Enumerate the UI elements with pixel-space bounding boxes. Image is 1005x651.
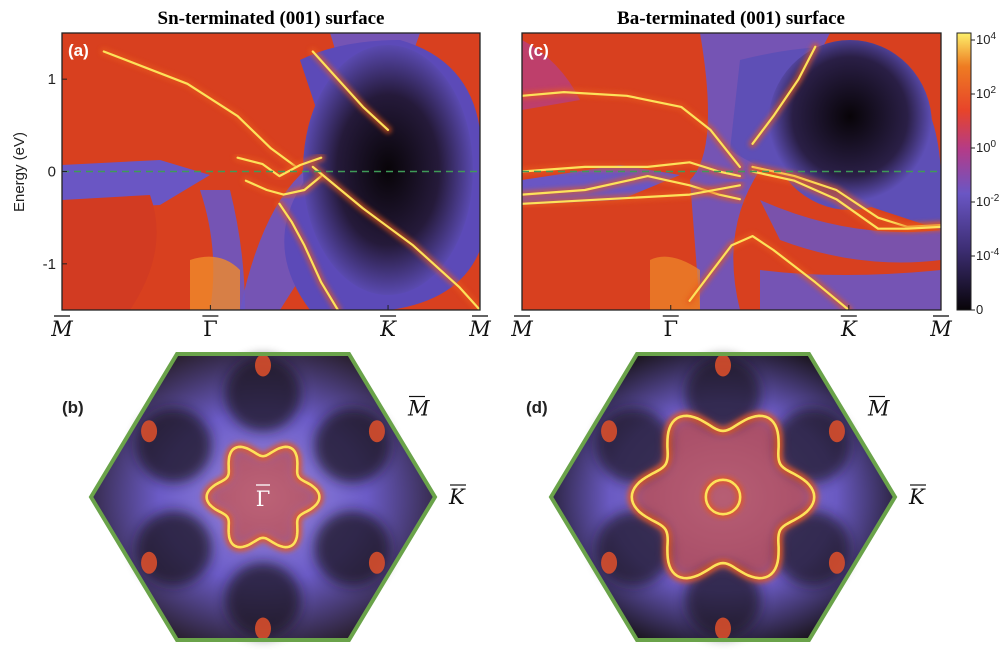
panel-d-dark-lobe-1 bbox=[685, 562, 761, 638]
colorbar-ticks: 104 102 100 10-2 10-4 0 bbox=[971, 31, 1000, 317]
panel-a-x-tick-3: M bbox=[468, 317, 491, 341]
panel-c-band-3 bbox=[522, 184, 741, 205]
y-axis-ticks: 1 0 -1 bbox=[43, 71, 67, 273]
panel-b-label: (b) bbox=[62, 398, 84, 417]
y-tick-label-0: 1 bbox=[48, 71, 56, 88]
panel-b-zone-edge bbox=[88, 352, 438, 642]
panel-b-corner-label-1: K bbox=[448, 485, 466, 509]
panel-d-corner-label-1: K bbox=[908, 485, 926, 509]
panel-a-x-tick-0: M bbox=[50, 317, 73, 341]
colorbar-tick-1: 102 bbox=[976, 85, 996, 101]
panel-d-edge-pocket-3 bbox=[601, 420, 618, 443]
panel-b-dark-lobe-3 bbox=[135, 408, 212, 483]
panel-d-corner-label-0: M bbox=[867, 397, 890, 421]
colorbar-tick-4: 10-4 bbox=[976, 247, 1000, 263]
y-tick-label-2: -1 bbox=[43, 256, 56, 273]
panel-b-contour-fill bbox=[206, 446, 320, 548]
panel-c-x-tick-1: Γ bbox=[663, 317, 678, 341]
panel-d-zone-edge bbox=[548, 352, 898, 642]
panel-d-edge-pocket-5 bbox=[828, 420, 845, 443]
panel-c-band-5 bbox=[751, 170, 941, 230]
panel-c-x-tick-0: M bbox=[510, 317, 533, 341]
panel-b-dark-lobe-2 bbox=[135, 511, 212, 586]
hexagon-k-labels: M K M K bbox=[407, 395, 926, 509]
panel-d-contour bbox=[630, 414, 816, 580]
panel-c-band-1 bbox=[522, 161, 741, 178]
colorbar-tick-0: 104 bbox=[976, 31, 996, 47]
panel-b-contour bbox=[205, 445, 321, 549]
panel-b-edge-pocket-5 bbox=[368, 420, 385, 443]
panel-d-dark-lobe-4 bbox=[685, 356, 761, 432]
panel-a-band-5 bbox=[311, 50, 390, 131]
colorbar-tick-2: 100 bbox=[976, 139, 996, 155]
panel-a-band-2 bbox=[244, 175, 323, 196]
panel-b-edge-pocket-2 bbox=[141, 551, 158, 574]
panel-d-contour-fill bbox=[631, 415, 815, 579]
panel-b-dark-lobe-0 bbox=[314, 511, 391, 586]
panel-d-features bbox=[595, 354, 851, 640]
panel-c-label: (c) bbox=[528, 41, 549, 60]
panel-d-label: (d) bbox=[526, 398, 548, 417]
panel-d-fermi-surface bbox=[548, 352, 898, 642]
panel-c-bands bbox=[522, 42, 941, 310]
panel-c-band-6 bbox=[688, 235, 850, 310]
panel-c-x-tick-3: M bbox=[929, 317, 952, 341]
panel-b-features: Γ bbox=[135, 354, 391, 640]
panel-d-ring bbox=[704, 478, 742, 516]
panel-b-fermi-surface: Γ bbox=[88, 352, 438, 642]
panel-a-bands bbox=[99, 47, 480, 310]
panel-d-edge-pocket-2 bbox=[601, 551, 618, 574]
panel-b-dark-lobe-5 bbox=[314, 408, 391, 483]
panel-d-edge-pocket-0 bbox=[828, 551, 845, 574]
panel-a-x-tick-2: K bbox=[379, 317, 397, 341]
panel-d-edge-pocket-4 bbox=[715, 354, 731, 377]
panel-a-label: (a) bbox=[68, 41, 89, 60]
panel-a-band-4 bbox=[278, 202, 339, 310]
y-axis-label: Energy (eV) bbox=[11, 132, 28, 212]
panel-c-band-7 bbox=[751, 45, 817, 145]
panel-b-center-label: Γ bbox=[256, 487, 271, 511]
panel-a-x-tick-1: Γ bbox=[203, 317, 218, 341]
colorbar-tick-5: 0 bbox=[976, 302, 983, 317]
colorbar bbox=[956, 32, 972, 311]
panel-b-dark-lobe-1 bbox=[225, 562, 301, 638]
panel-a-band-0 bbox=[102, 50, 298, 168]
panel-a-band-3 bbox=[311, 165, 480, 310]
panel-b-corner-label-0: M bbox=[407, 397, 430, 421]
panel-b-edge-pocket-4 bbox=[255, 354, 271, 377]
colorbar-tick-3: 10-2 bbox=[976, 193, 1000, 209]
panel-c-band-2 bbox=[522, 175, 741, 201]
panel-a-band-1 bbox=[236, 156, 323, 178]
panel-c-title: Ba-terminated (001) surface bbox=[617, 8, 845, 29]
panel-b-dark-lobe-4 bbox=[225, 356, 301, 432]
y-tick-label-1: 0 bbox=[48, 164, 56, 181]
panel-c-band-0 bbox=[522, 91, 741, 168]
panel-b-edge-pocket-3 bbox=[141, 420, 158, 443]
panel-b-edge-pocket-1 bbox=[255, 617, 271, 640]
panel-c-frame bbox=[521, 32, 942, 311]
panel-d-edge-pocket-1 bbox=[715, 617, 731, 640]
panel-a-title: Sn-terminated (001) surface bbox=[158, 8, 385, 29]
panel-b-edge-pocket-0 bbox=[368, 551, 385, 574]
panel-c-x-tick-2: K bbox=[840, 317, 858, 341]
